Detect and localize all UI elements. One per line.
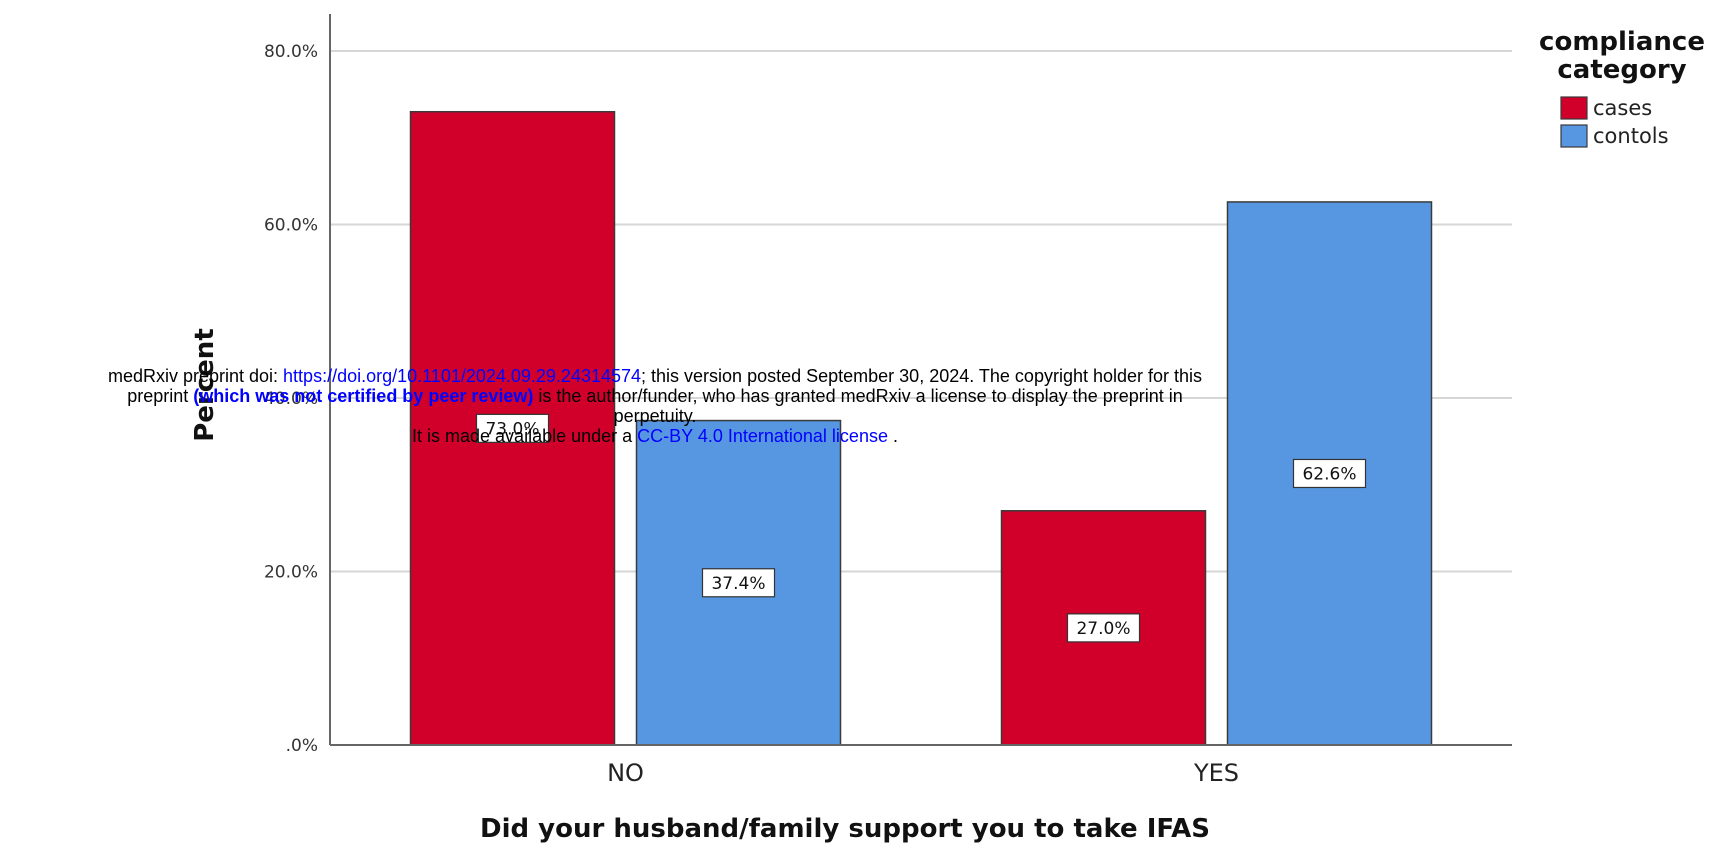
notice-line2-suffix: is the author/funder, who has granted me…: [533, 386, 1183, 406]
data-label: 37.4%: [711, 574, 765, 594]
data-label: 27.0%: [1076, 619, 1130, 639]
data-label: 62.6%: [1302, 464, 1356, 484]
notice-line1-prefix: medRxiv preprint doi:: [107, 366, 284, 386]
data-label-box: [1292, 458, 1367, 489]
y-tick-label: 40.0%: [264, 389, 318, 409]
legend-swatch-contols: [1560, 124, 1588, 148]
legend-label-contols: contols: [1593, 124, 1669, 148]
data-labels: 73.0% 37.4% 27.0% 62.6%: [475, 413, 1367, 643]
data-label-box: [1066, 613, 1141, 643]
legend-items: cases contols: [1560, 96, 1669, 148]
x-category-label: NO: [607, 759, 644, 787]
y-tick-label: 60.0%: [264, 216, 318, 236]
x-category-label: YES: [1193, 759, 1239, 787]
license-link[interactable]: CC-BY 4.0 International license: [637, 426, 888, 446]
legend-title-line1: compliance: [1539, 27, 1705, 57]
data-label: 73.0%: [485, 419, 539, 439]
y-tick-label: 20.0%: [264, 563, 318, 583]
x-category-labels: NO YES: [607, 759, 1239, 787]
notice-line1-suffix: ; this version posted September 30, 2024…: [641, 366, 1203, 386]
legend-title-line2: category: [1557, 55, 1686, 85]
y-tick-labels: .0% 20.0% 40.0% 60.0% 80.0%: [264, 42, 318, 756]
y-tick-label: .0%: [286, 736, 318, 756]
y-tick-label: 80.0%: [264, 42, 318, 62]
doi-link[interactable]: https://doi.org/10.1101/2024.09.29.24314…: [283, 366, 642, 386]
notice-line-2: preprint (which was not certified by pee…: [0, 386, 1310, 406]
notice-line4-prefix: It is made available under a: [412, 426, 638, 446]
notice-line-4: It is made available under a CC-BY 4.0 I…: [0, 426, 1310, 446]
preprint-notice: medRxiv preprint doi: https://doi.org/10…: [0, 366, 1310, 446]
notice-line-3: perpetuity.: [613, 406, 697, 426]
notice-line-1: medRxiv preprint doi: https://doi.org/10…: [0, 366, 1310, 386]
data-label-box: [475, 413, 550, 443]
x-axis-title: Did your husband/family support you to t…: [480, 814, 1210, 844]
notice-line4-suffix: .: [887, 426, 898, 446]
peer-review-link[interactable]: (which was not certified by peer review): [193, 386, 534, 406]
notice-line2-prefix: preprint: [127, 386, 194, 406]
legend-label-cases: cases: [1593, 96, 1652, 120]
data-label-box: [701, 568, 776, 598]
y-axis-title: Percent: [190, 328, 220, 442]
legend-swatch-cases: [1560, 96, 1588, 120]
legend: compliance category cases contols: [1539, 27, 1705, 148]
